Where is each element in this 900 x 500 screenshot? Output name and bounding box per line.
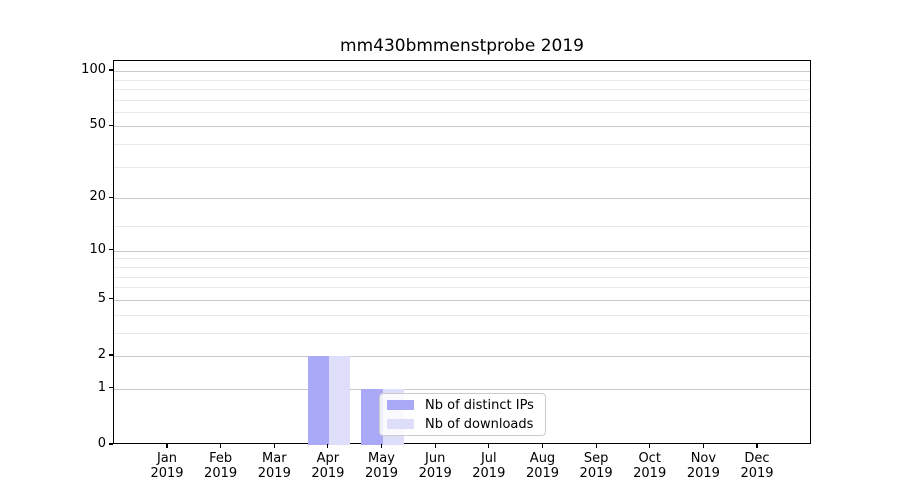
x-tick-mark bbox=[434, 444, 436, 448]
x-tick-year: 2019 bbox=[204, 466, 238, 481]
major-gridline bbox=[114, 250, 810, 252]
x-tick-label: Jan 2019 bbox=[139, 451, 195, 481]
x-tick-mark bbox=[649, 444, 651, 448]
x-tick-label: Sep 2019 bbox=[568, 451, 624, 481]
x-tick-mark bbox=[220, 444, 222, 448]
x-tick-label: Apr 2019 bbox=[300, 451, 356, 481]
x-tick-mark bbox=[327, 444, 329, 448]
major-gridline bbox=[114, 356, 810, 357]
x-tick-month: Mar bbox=[262, 451, 287, 466]
minor-gridline bbox=[114, 287, 810, 289]
x-tick-label: Oct 2019 bbox=[622, 451, 678, 481]
x-tick-month: Jan bbox=[156, 451, 178, 466]
minor-gridline bbox=[114, 111, 810, 113]
y-tick-label: 2 bbox=[97, 347, 106, 362]
x-tick-mark bbox=[488, 444, 490, 448]
x-tick-month: Dec bbox=[744, 451, 770, 466]
x-tick-year: 2019 bbox=[418, 466, 452, 481]
minor-gridline bbox=[114, 99, 810, 101]
x-tick-label: Aug 2019 bbox=[515, 451, 571, 481]
x-tick-label: May 2019 bbox=[354, 451, 410, 481]
x-tick-mark bbox=[595, 444, 597, 448]
x-tick-mark bbox=[273, 444, 275, 448]
x-tick-mark bbox=[166, 444, 168, 448]
x-tick-year: 2019 bbox=[364, 466, 399, 481]
y-tick-label: 1 bbox=[97, 379, 106, 395]
bar-distinct-ips bbox=[307, 356, 329, 445]
legend-label: Nb of distinct IPs bbox=[425, 397, 534, 413]
x-tick-year: 2019 bbox=[525, 466, 560, 481]
x-tick-mark bbox=[380, 444, 383, 448]
legend-item: Nb of distinct IPs bbox=[387, 399, 537, 412]
minor-gridline bbox=[114, 88, 810, 90]
y-tick-label: 20 bbox=[89, 189, 106, 205]
plot-area bbox=[113, 60, 811, 445]
x-tick-mark bbox=[702, 444, 704, 448]
x-tick-month: Apr bbox=[316, 451, 340, 466]
minor-gridline bbox=[114, 267, 810, 268]
x-tick-month: Sep bbox=[583, 451, 609, 466]
bar-distinct-ips bbox=[361, 388, 383, 445]
major-gridline bbox=[114, 299, 810, 301]
minor-gridline bbox=[114, 332, 810, 334]
major-gridline bbox=[114, 198, 810, 200]
x-tick-month: Jul bbox=[480, 451, 497, 466]
x-tick-label: Jul 2019 bbox=[461, 451, 517, 481]
minor-gridline bbox=[114, 166, 810, 168]
minor-gridline bbox=[114, 225, 810, 227]
x-tick-month: Nov bbox=[690, 451, 717, 466]
legend-label: Nb of downloads bbox=[425, 416, 534, 432]
x-tick-label: Jun 2019 bbox=[407, 451, 463, 481]
y-tick-label: 10 bbox=[89, 241, 106, 257]
x-tick-label: Dec 2019 bbox=[729, 451, 785, 481]
x-tick-month: Feb bbox=[209, 451, 233, 466]
x-tick-label: Mar 2019 bbox=[246, 451, 302, 481]
minor-gridline bbox=[114, 144, 810, 146]
y-tick-mark bbox=[109, 387, 113, 389]
x-tick-month: May bbox=[368, 451, 395, 466]
chart-title: mm430bmmenstprobe 2019 bbox=[340, 36, 584, 56]
y-tick-label: 100 bbox=[81, 62, 106, 77]
legend: Nb of distinct IPs Nb of downloads bbox=[379, 393, 546, 436]
y-tick-label: 0 bbox=[97, 436, 106, 451]
x-tick-year: 2019 bbox=[150, 466, 184, 481]
x-tick-year: 2019 bbox=[740, 466, 774, 481]
x-tick-label: Nov 2019 bbox=[675, 451, 731, 481]
y-tick-mark bbox=[109, 196, 113, 198]
x-tick-month: Jun bbox=[425, 451, 446, 466]
x-tick-mark bbox=[756, 444, 758, 448]
x-tick-year: 2019 bbox=[311, 466, 345, 481]
minor-gridline bbox=[114, 258, 810, 260]
x-tick-year: 2019 bbox=[633, 466, 667, 481]
y-tick-label: 50 bbox=[89, 117, 106, 133]
legend-swatch-downloads bbox=[387, 419, 414, 429]
x-tick-month: Oct bbox=[638, 451, 661, 466]
x-tick-mark bbox=[541, 444, 544, 448]
x-tick-year: 2019 bbox=[579, 466, 613, 481]
x-tick-month: Aug bbox=[529, 451, 556, 466]
y-tick-mark bbox=[109, 124, 113, 126]
minor-gridline bbox=[114, 79, 810, 81]
y-tick-mark bbox=[109, 443, 113, 445]
x-tick-year: 2019 bbox=[257, 466, 291, 481]
x-tick-year: 2019 bbox=[686, 466, 720, 481]
y-tick-mark bbox=[109, 354, 113, 356]
y-tick-label: 5 bbox=[97, 290, 106, 306]
major-gridline bbox=[114, 388, 810, 390]
major-gridline bbox=[114, 71, 810, 72]
y-tick-mark bbox=[109, 69, 113, 71]
y-tick-mark bbox=[109, 298, 113, 300]
legend-swatch-distinct-ips bbox=[387, 400, 414, 410]
bar-downloads bbox=[328, 356, 351, 445]
minor-gridline bbox=[114, 276, 810, 278]
legend-item: Nb of downloads bbox=[387, 418, 537, 431]
x-tick-label: Feb 2019 bbox=[193, 451, 249, 481]
major-gridline bbox=[114, 126, 810, 128]
minor-gridline bbox=[114, 314, 810, 316]
x-tick-year: 2019 bbox=[472, 466, 506, 481]
y-tick-mark bbox=[109, 249, 113, 251]
